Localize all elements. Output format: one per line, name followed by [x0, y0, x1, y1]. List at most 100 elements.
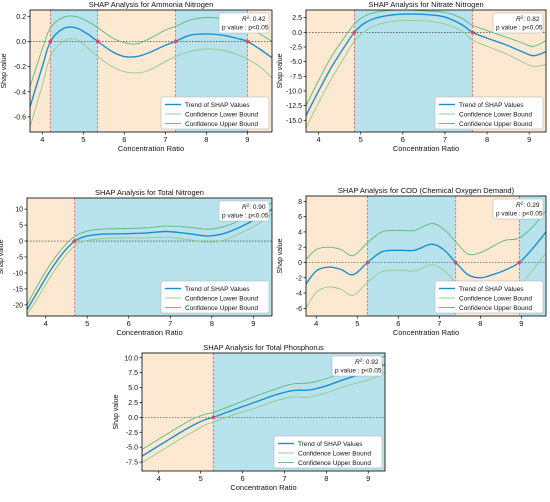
r2-symbol: R	[242, 16, 247, 23]
r2-superscript: 2	[247, 15, 250, 20]
r2-text: R2: 0.42	[242, 15, 266, 24]
stats-box	[218, 12, 270, 34]
r2-superscript: 2	[521, 201, 524, 206]
x-tick-label: 5	[199, 474, 203, 483]
trend-line	[306, 231, 546, 285]
legend-label: Trend of SHAP Values	[185, 286, 250, 293]
y-tick-label: 0	[19, 239, 23, 246]
r2-text: R2: 0.90	[242, 203, 266, 212]
x-tick-label: 7	[163, 135, 167, 144]
x-tick-label: 5	[85, 319, 89, 328]
r2-symbol: R	[516, 16, 521, 23]
y-tick-label: 2.5	[292, 15, 302, 22]
x-tick-label: 6	[122, 135, 126, 144]
upper-bound-line	[27, 202, 272, 306]
x-tick-label: 7	[168, 319, 172, 328]
x-tick-label: 6	[127, 319, 131, 328]
r2-value: : 0.29	[523, 202, 540, 209]
plot-frame	[305, 9, 547, 133]
y-tick-label: -7.5	[290, 74, 302, 81]
x-tick-label: 6	[396, 319, 400, 328]
y-tick-label: -2.5	[126, 430, 138, 437]
y-axis-label: Shap value	[0, 239, 5, 274]
y-tick-label: -15	[13, 286, 23, 293]
chart-title: SHAP Analysis for COD (Chemical Oxygen D…	[338, 186, 515, 195]
r2-value: : 0.92	[362, 359, 379, 366]
r2-superscript: 2	[521, 15, 524, 20]
y-tick-label: 5	[19, 223, 23, 230]
plot-frame	[29, 9, 273, 133]
r2-value: : 0.90	[249, 204, 266, 211]
y-tick-label: -2	[296, 275, 302, 282]
r2-symbol: R	[516, 202, 521, 209]
legend-label: Confidence Upper Bound	[298, 460, 371, 467]
x-tick-label: 7	[282, 474, 286, 483]
lower-bound-line	[27, 213, 272, 315]
y-tick-label: 2.5	[128, 400, 138, 407]
p-value-text: p value : p<0.05	[222, 213, 269, 220]
y-tick-label: -15.0	[286, 118, 302, 125]
y-tick-label: -5.0	[290, 59, 302, 66]
legend-label: Trend of SHAP Values	[459, 286, 524, 293]
stats-box	[492, 198, 544, 220]
crossing-marker	[72, 239, 77, 243]
x-tick-label: 4	[40, 135, 44, 144]
r2-superscript: 2	[247, 203, 250, 208]
y-tick-label: 0.2	[16, 14, 26, 21]
x-tick-label: 9	[527, 135, 531, 144]
x-tick-label: 6	[240, 474, 244, 483]
r2-value: : 0.82	[523, 16, 540, 23]
chart-panel-totalp: 4 5 6 7 8 9 10.0 7.5 5.0 2.5 0.0 -2.5 -5.0 -7.5 SHAP A…	[113, 343, 386, 492]
y-tick-label: -0.4	[14, 89, 26, 96]
y-tick-label: 0.0	[292, 30, 302, 37]
chart-title: SHAP Analysis for Ammonia Nitrogen	[89, 0, 214, 9]
x-tick-label: 7	[443, 135, 447, 144]
y-axis-label: Shap value	[277, 238, 284, 273]
legend-label: Confidence Lower Bound	[459, 295, 532, 302]
series-group	[27, 202, 272, 315]
r2-text: R2: 0.82	[516, 15, 540, 24]
x-tick-label: 5	[359, 135, 363, 144]
crossing-marker	[245, 39, 250, 44]
y-tick-label: -0.6	[14, 114, 26, 121]
x-tick-label: 4	[44, 319, 48, 328]
lower-bound-line	[306, 20, 546, 129]
y-axis-label: Shap value	[1, 53, 8, 88]
plot-frame	[305, 195, 547, 317]
y-tick-label: -5	[17, 255, 23, 262]
chart-title: SHAP Analysis for Total Phosphorus	[203, 343, 324, 352]
chart-panel-ammonia: 4 5 6 7 8 9 0.2 0.0 -0.2 -0.4 -0.6 SHAP Analysis fo…	[1, 0, 273, 153]
legend-box	[434, 280, 544, 314]
legend-box	[160, 96, 270, 130]
y-tick-label: 8	[298, 199, 302, 206]
x-tick-label: 9	[366, 474, 370, 483]
y-tick-label: -10	[13, 270, 23, 277]
crossing-marker	[95, 39, 100, 44]
x-tick-label: 7	[437, 319, 441, 328]
legend-box	[160, 280, 270, 314]
stats-box	[492, 12, 544, 34]
legend-label: Trend of SHAP Values	[459, 102, 524, 109]
legend-label: Confidence Lower Bound	[185, 295, 258, 302]
x-axis-label: Concentration Ratio	[393, 144, 459, 153]
x-axis-label: Concentration Ratio	[393, 328, 459, 337]
x-tick-label: 9	[245, 135, 249, 144]
y-tick-label: 0	[298, 260, 302, 267]
legend-label: Trend of SHAP Values	[185, 102, 250, 109]
x-tick-label: 9	[519, 319, 523, 328]
x-axis-label: Concentration Ratio	[116, 328, 182, 337]
legend-box	[434, 96, 544, 130]
y-tick-label: -20	[13, 302, 23, 309]
crossing-marker	[48, 39, 53, 44]
r2-text: R2: 0.92	[355, 358, 379, 367]
x-axis-label: Concentration Ratio	[118, 144, 184, 153]
y-tick-label: -2.5	[290, 44, 302, 51]
chart-panel-cod: 4 5 6 7 8 9 8 6 4 2 0 -2 -4 -6 SHAP Analysis for COD (…	[277, 186, 547, 337]
crossing-marker	[352, 30, 357, 35]
y-tick-label: 10	[15, 207, 23, 214]
p-value-text: p value : p<0.05	[222, 25, 269, 32]
lower-bound-line	[30, 38, 272, 128]
x-tick-label: 9	[251, 319, 255, 328]
crossing-marker	[517, 260, 522, 265]
